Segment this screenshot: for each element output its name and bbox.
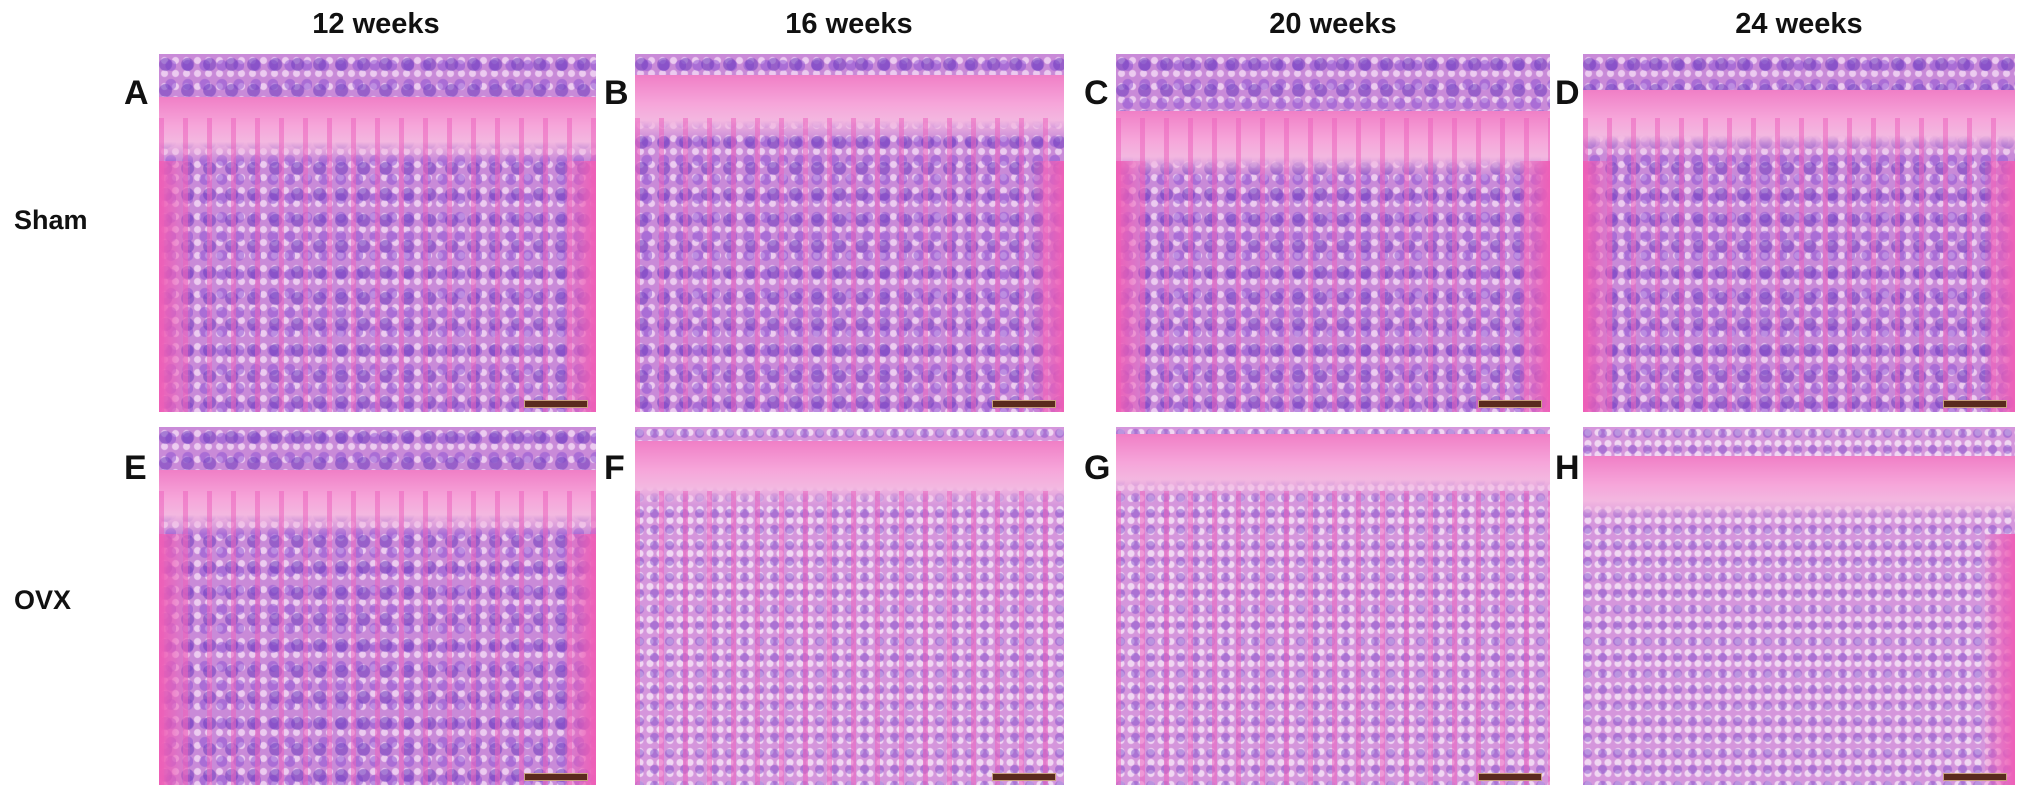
scale-bar <box>1943 400 2007 408</box>
scale-bar <box>992 773 1056 781</box>
scale-bar <box>524 400 588 408</box>
row-label-sham: Sham <box>14 205 88 235</box>
scale-bar <box>1478 400 1542 408</box>
panel-label-b: B <box>604 74 629 112</box>
scale-bar <box>1943 773 2007 781</box>
histology-image-f <box>635 427 1064 785</box>
column-header-20-weeks: 20 weeks <box>1269 8 1397 40</box>
column-header-16-weeks: 16 weeks <box>785 8 913 40</box>
scale-bar <box>992 400 1056 408</box>
panel-label-h: H <box>1555 449 1580 487</box>
histology-image-h <box>1583 427 2015 785</box>
column-header-12-weeks: 12 weeks <box>312 8 440 40</box>
panel-label-d: D <box>1555 74 1580 112</box>
histology-image-d <box>1583 54 2015 412</box>
histology-image-e <box>159 427 596 785</box>
histology-image-c <box>1116 54 1550 412</box>
row-label-ovx: OVX <box>14 585 72 615</box>
histology-image-g <box>1116 427 1550 785</box>
histology-image-a <box>159 54 596 412</box>
panel-label-g: G <box>1084 449 1111 487</box>
scale-bar <box>1478 773 1542 781</box>
panel-label-e: E <box>124 449 147 487</box>
panel-label-f: F <box>604 449 625 487</box>
panel-label-c: C <box>1084 74 1109 112</box>
panel-label-a: A <box>124 74 149 112</box>
histology-image-b <box>635 54 1064 412</box>
column-header-24-weeks: 24 weeks <box>1735 8 1863 40</box>
scale-bar <box>524 773 588 781</box>
